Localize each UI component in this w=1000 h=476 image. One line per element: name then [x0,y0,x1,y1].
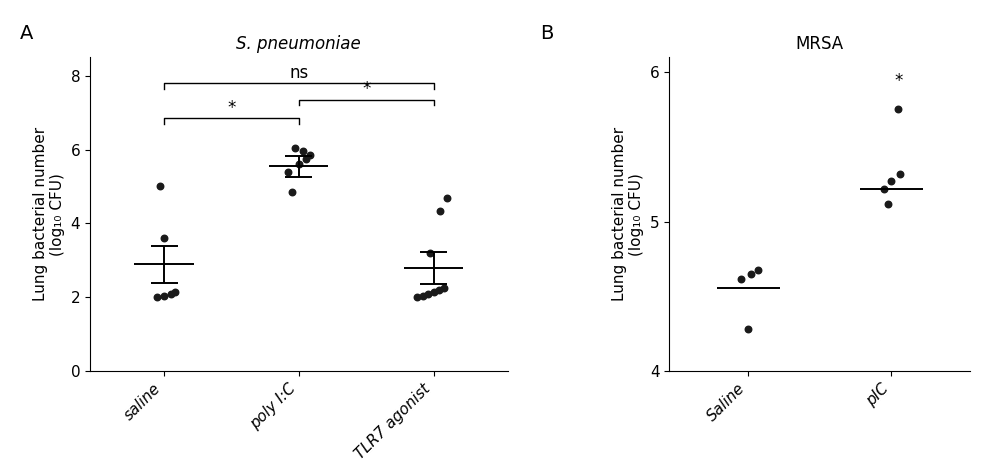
Text: B: B [540,24,553,43]
Point [298,155,314,163]
Point [876,185,892,193]
Point [280,168,296,176]
Point [291,160,307,168]
Point [883,178,899,185]
Point [892,170,908,178]
Point [431,286,447,294]
Point [156,292,172,299]
Point [422,249,438,257]
Text: *: * [894,72,903,90]
Point [295,148,311,155]
Point [287,144,303,151]
Point [743,270,759,278]
Y-axis label: Lung bacterial number
(log₁₀ CFU): Lung bacterial number (log₁₀ CFU) [612,127,644,301]
Point [163,290,179,298]
Point [432,207,448,214]
Point [890,106,906,113]
Point [156,234,172,242]
Point [149,294,165,301]
Text: *: * [362,80,370,98]
Point [167,288,183,296]
Point [302,151,318,159]
Text: A: A [20,24,33,43]
Point [409,294,425,301]
Y-axis label: Lung bacterial number
(log₁₀ CFU): Lung bacterial number (log₁₀ CFU) [33,127,65,301]
Title: MRSA: MRSA [796,35,844,53]
Title: S. pneumoniae: S. pneumoniae [236,35,361,53]
Point [750,266,766,273]
Point [733,275,749,282]
Point [439,194,455,201]
Point [152,183,168,190]
Point [880,200,896,208]
Text: *: * [227,99,236,117]
Point [284,188,300,196]
Point [426,288,442,296]
Point [436,284,452,292]
Point [740,326,756,333]
Point [420,290,436,298]
Text: ns: ns [289,63,308,81]
Point [415,292,431,299]
